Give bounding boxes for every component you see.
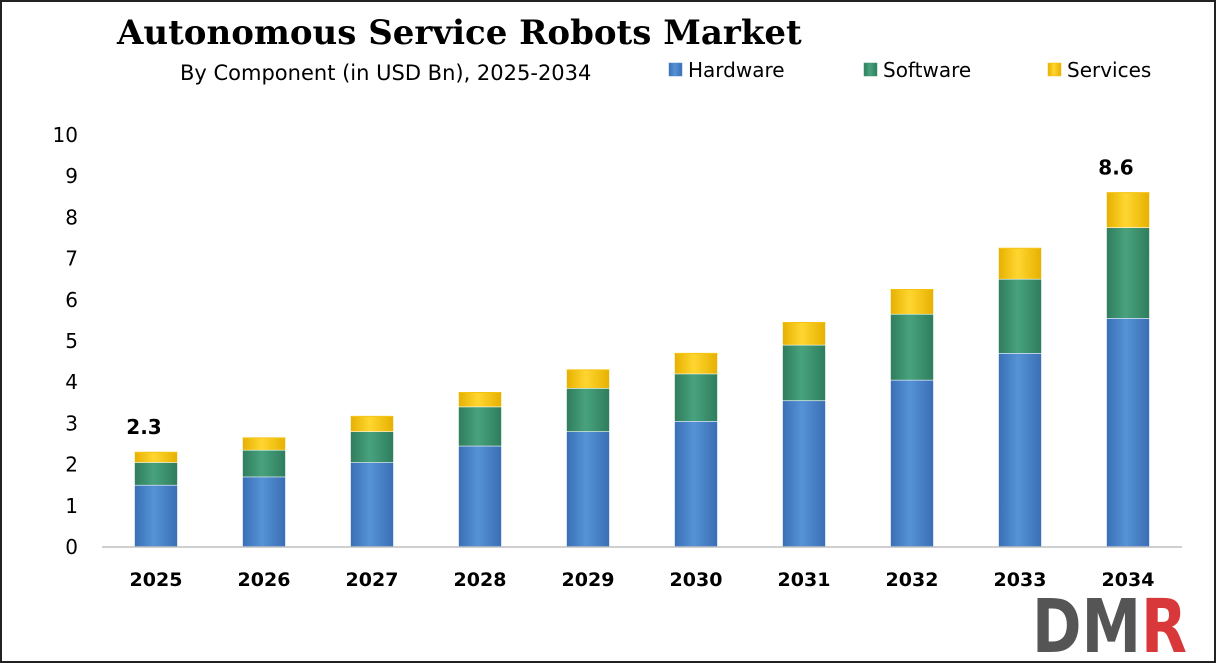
x-tick-label-2031: 2031 <box>778 569 831 591</box>
bar-hardware-2028 <box>458 445 502 548</box>
x-tick-label-2032: 2032 <box>886 569 939 591</box>
bar-software-2034 <box>1106 227 1150 319</box>
x-tick-label-2033: 2033 <box>994 569 1047 591</box>
bar-software-2026 <box>242 449 286 478</box>
y-tick-label-9: 9 <box>65 164 78 188</box>
data-label-2034: 8.6 <box>1098 156 1133 180</box>
logo-letters-dm: DM <box>1032 584 1141 661</box>
x-axis-ticks: 2025 2026 2027 2028 2029 2030 2031 2032 2033 2034 <box>130 569 1155 591</box>
bar-hardware-2029 <box>566 431 610 548</box>
svg-text:DMR: DMR <box>1032 584 1187 661</box>
y-tick-label-6: 6 <box>65 288 78 312</box>
bar-hardware-2031 <box>782 400 826 548</box>
bar-software-2027 <box>350 431 394 463</box>
bar-hardware-2033 <box>998 353 1042 548</box>
bar-services-2031 <box>782 322 826 346</box>
legend-swatch-hardware <box>668 62 683 77</box>
bar-software-2029 <box>566 388 610 432</box>
bar-software-2033 <box>998 278 1042 354</box>
x-tick-label-2028: 2028 <box>454 569 507 591</box>
y-tick-label-4: 4 <box>65 370 78 394</box>
dmr-logo: DMR <box>1032 584 1187 661</box>
bar-services-2027 <box>350 416 394 432</box>
y-tick-label-3: 3 <box>65 411 78 435</box>
chart-title: Autonomous Service Robots Market <box>116 13 802 53</box>
data-label-2025: 2.3 <box>126 415 161 439</box>
legend-label-software: Software <box>883 58 971 82</box>
x-tick-label-2034: 2034 <box>1102 569 1155 591</box>
x-tick-label-2025: 2025 <box>130 569 183 591</box>
bar-services-2029 <box>566 369 610 389</box>
bar-hardware-2034 <box>1106 318 1150 548</box>
bar-services-2033 <box>998 248 1042 280</box>
data-labels: 2.3 8.6 <box>126 156 1133 440</box>
bar-services-2034 <box>1106 192 1150 228</box>
x-tick-label-2027: 2027 <box>346 569 399 591</box>
bars <box>134 192 1150 548</box>
legend: Hardware Software Services <box>668 58 1151 82</box>
legend-label-services: Services <box>1067 58 1151 82</box>
bar-software-2032 <box>890 313 934 381</box>
bar-hardware-2027 <box>350 462 394 548</box>
y-tick-label-8: 8 <box>65 205 78 229</box>
legend-swatch-software <box>863 62 878 77</box>
y-tick-label-10: 10 <box>53 123 78 147</box>
bar-software-2030 <box>674 373 718 422</box>
legend-swatch-services <box>1047 62 1062 77</box>
x-tick-label-2029: 2029 <box>562 569 615 591</box>
bar-software-2031 <box>782 344 826 402</box>
y-tick-label-2: 2 <box>65 453 78 477</box>
logo-letter-r: R <box>1141 584 1187 661</box>
bar-hardware-2026 <box>242 476 286 548</box>
bar-services-2030 <box>674 353 718 375</box>
bar-services-2032 <box>890 289 934 315</box>
bar-services-2025 <box>134 451 178 463</box>
y-tick-label-0: 0 <box>65 535 78 559</box>
bar-hardware-2030 <box>674 421 718 548</box>
legend-label-hardware: Hardware <box>688 58 785 82</box>
bar-services-2028 <box>458 392 502 408</box>
y-tick-label-7: 7 <box>65 247 78 271</box>
x-tick-label-2030: 2030 <box>670 569 723 591</box>
bar-services-2026 <box>242 437 286 451</box>
chart-subtitle: By Component (in USD Bn), 2025-2034 <box>180 61 591 85</box>
x-tick-label-2026: 2026 <box>238 569 291 591</box>
bar-hardware-2025 <box>134 484 178 548</box>
bar-software-2025 <box>134 462 178 486</box>
bar-software-2028 <box>458 406 502 447</box>
y-tick-label-1: 1 <box>65 494 78 518</box>
y-tick-label-5: 5 <box>65 329 78 353</box>
bar-hardware-2032 <box>890 379 934 548</box>
y-axis-ticks: 0 1 2 3 4 5 6 7 8 9 10 <box>53 123 78 559</box>
